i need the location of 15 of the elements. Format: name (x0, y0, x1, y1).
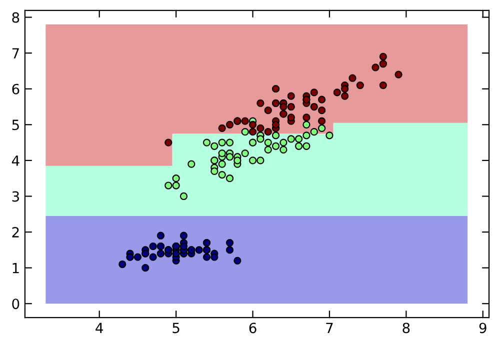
y-tick-label: 0 (12, 298, 20, 310)
x-tick-label: 8 (402, 322, 410, 334)
y-tick-label: 8 (12, 12, 20, 23)
y-tick-label: 5 (12, 120, 19, 130)
x-tick-label: 4 (96, 322, 103, 334)
x-tick-label: 6 (249, 322, 256, 334)
y-tick-label: 7 (12, 48, 19, 58)
y-tick-label: 2 (12, 227, 19, 238)
y-tick-label: 1 (12, 262, 19, 274)
x-tick-label: 5 (172, 322, 180, 334)
x-tick-label: 7 (326, 322, 333, 334)
y-tick-label: 4 (12, 156, 20, 166)
x-tick-label: 9 (479, 322, 486, 334)
y-tick-label: 3 (12, 191, 19, 202)
y-tick-label: 6 (12, 84, 20, 94)
